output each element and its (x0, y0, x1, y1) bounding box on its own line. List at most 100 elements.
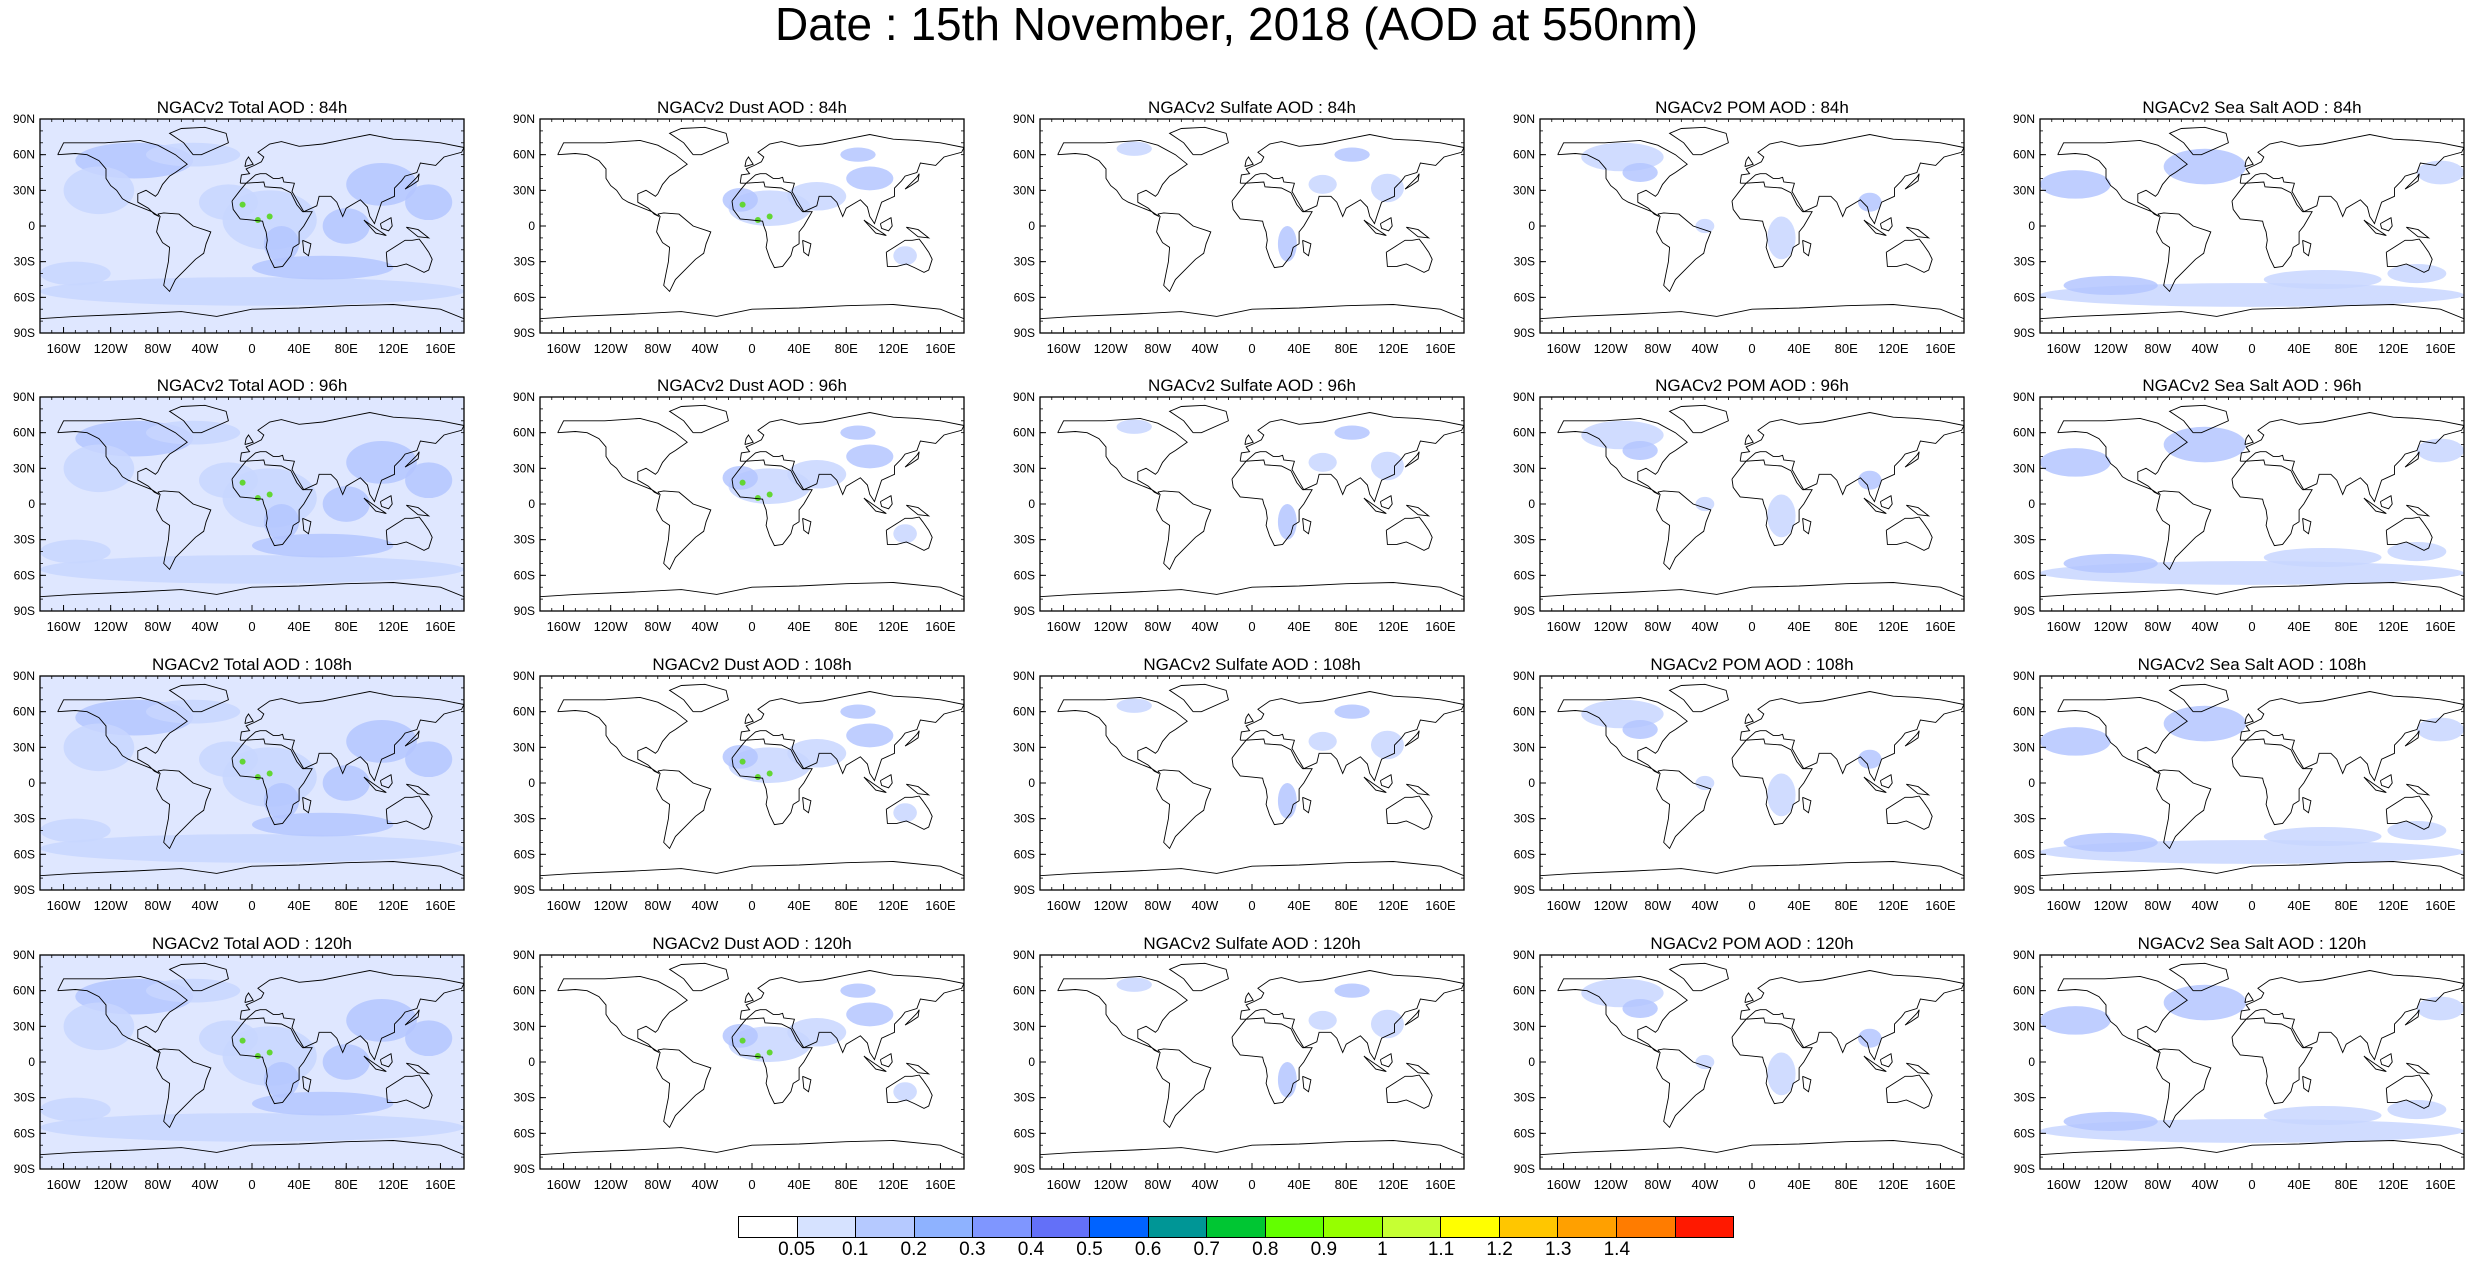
aod-hotspot (739, 479, 746, 486)
panel-title: NGACv2 POM AOD : 84h (1655, 98, 1849, 117)
coastline (168, 404, 229, 434)
lat-tick-label: 90N (513, 669, 535, 683)
coastline (1879, 773, 1893, 789)
aod-region (405, 462, 453, 499)
lon-tick-label: 120W (2094, 341, 2129, 356)
lon-tick-label: 40E (2288, 341, 2311, 356)
lat-tick-label: 90S (1514, 883, 1535, 897)
lon-tick-label: 160W (547, 898, 582, 913)
panel-title: NGACv2 Dust AOD : 108h (652, 655, 851, 674)
colorbar-swatch (1441, 1217, 1500, 1237)
aod-hotspot (739, 1037, 746, 1044)
coastline (1731, 459, 1813, 547)
aod-region (1308, 731, 1337, 751)
lat-tick-label: 30S (514, 1091, 535, 1105)
coastline (244, 434, 254, 446)
coastline (2239, 691, 2464, 782)
lat-tick-label: 30S (1514, 1091, 1535, 1105)
lat-tick-label: 90S (1514, 604, 1535, 618)
coastline (2231, 738, 2313, 826)
coastline (879, 1052, 893, 1068)
coastline (668, 683, 729, 713)
lon-tick-label: 80W (1644, 341, 1671, 356)
coastline (1379, 216, 1393, 232)
lat-tick-label: 60N (13, 148, 35, 162)
colorbar-swatch (1265, 1217, 1325, 1237)
coastline (1156, 769, 1212, 850)
map-panel: NGACv2 POM AOD : 96h 160W 120W 80W 40W 0 40E 80… (1513, 376, 1965, 634)
lat-tick-label: 30N (1013, 183, 1035, 197)
coastline (2244, 156, 2254, 168)
coastline (2302, 796, 2312, 814)
coastline (904, 451, 920, 468)
aod-region (1370, 1009, 1404, 1039)
lon-tick-label: 120E (2378, 1177, 2409, 1192)
colorbar-label: 0.4 (1017, 1239, 1045, 1260)
coastline (1379, 1052, 1393, 1068)
lat-tick-label: 30N (513, 461, 535, 475)
coastline (2057, 975, 2188, 1053)
lon-tick-label: 120E (2378, 898, 2409, 913)
lat-tick-label: 90S (1514, 1162, 1535, 1176)
coastline (1168, 683, 1229, 713)
lon-tick-label: 160E (425, 619, 456, 634)
lon-tick-label: 80W (644, 1177, 671, 1192)
lat-tick-label: 30N (513, 1019, 535, 1033)
lat-tick-label: 60S (514, 1126, 535, 1140)
lon-tick-label: 40W (1192, 341, 1219, 356)
lon-tick-label: 80E (335, 1177, 358, 1192)
aod-region (63, 723, 135, 772)
lat-tick-label: 30S (2014, 255, 2035, 269)
aod-region (722, 465, 758, 490)
aod-region (722, 744, 758, 769)
lat-tick-label: 0 (528, 1055, 535, 1069)
lon-tick-label: 120E (1378, 619, 1409, 634)
coastline (2302, 1075, 2312, 1093)
aod-region (322, 486, 370, 522)
lat-tick-label: 30S (1514, 812, 1535, 826)
aod-region (787, 182, 847, 211)
coastline (2231, 459, 2313, 547)
coastline (2168, 404, 2229, 434)
lat-tick-label: 0 (2028, 219, 2035, 233)
lat-tick-label: 60S (1014, 847, 1035, 861)
lat-tick-label: 90S (2014, 1162, 2035, 1176)
coastline (1885, 516, 1933, 551)
coastline (1885, 1074, 1933, 1109)
lat-tick-label: 0 (28, 776, 35, 790)
coastline (2363, 219, 2387, 236)
lat-tick-label: 30N (1013, 461, 1035, 475)
lon-tick-label: 80E (1835, 341, 1858, 356)
lat-tick-label: 60N (13, 705, 35, 719)
lon-tick-label: 80W (644, 898, 671, 913)
aod-hotspot (266, 491, 273, 498)
coastline (1168, 404, 1229, 434)
colorbar-label: 0.6 (1134, 1239, 1162, 1260)
colorbar-swatch (856, 1217, 915, 1237)
aod-region (1116, 698, 1152, 713)
coastline (731, 1017, 813, 1105)
map-frame (539, 118, 965, 334)
lon-tick-label: 120E (378, 898, 409, 913)
coastline (2040, 304, 2464, 320)
lon-tick-label: 160W (47, 341, 82, 356)
lon-tick-label: 80E (335, 619, 358, 634)
coastline (879, 216, 893, 232)
coastline (2363, 776, 2387, 793)
lat-tick-label: 30S (14, 533, 35, 547)
aod-region (1767, 1052, 1796, 1096)
lat-tick-label: 60N (1513, 426, 1535, 440)
colorbar-label: 0.3 (959, 1239, 986, 1260)
lon-tick-label: 40E (2288, 898, 2311, 913)
coastline (2385, 1074, 2433, 1109)
lat-tick-label: 0 (528, 219, 535, 233)
lon-tick-label: 40E (2288, 1177, 2311, 1192)
lon-tick-label: 160W (1547, 898, 1582, 913)
coastline (2168, 962, 2229, 992)
colorbar (738, 1216, 1734, 1238)
lat-tick-label: 60S (514, 847, 535, 861)
lon-tick-label: 160W (547, 341, 582, 356)
coastline (1656, 769, 1712, 850)
map-panel: NGACv2 POM AOD : 108h 160W 120W 80W 40W 0 40E 8… (1513, 655, 1965, 913)
